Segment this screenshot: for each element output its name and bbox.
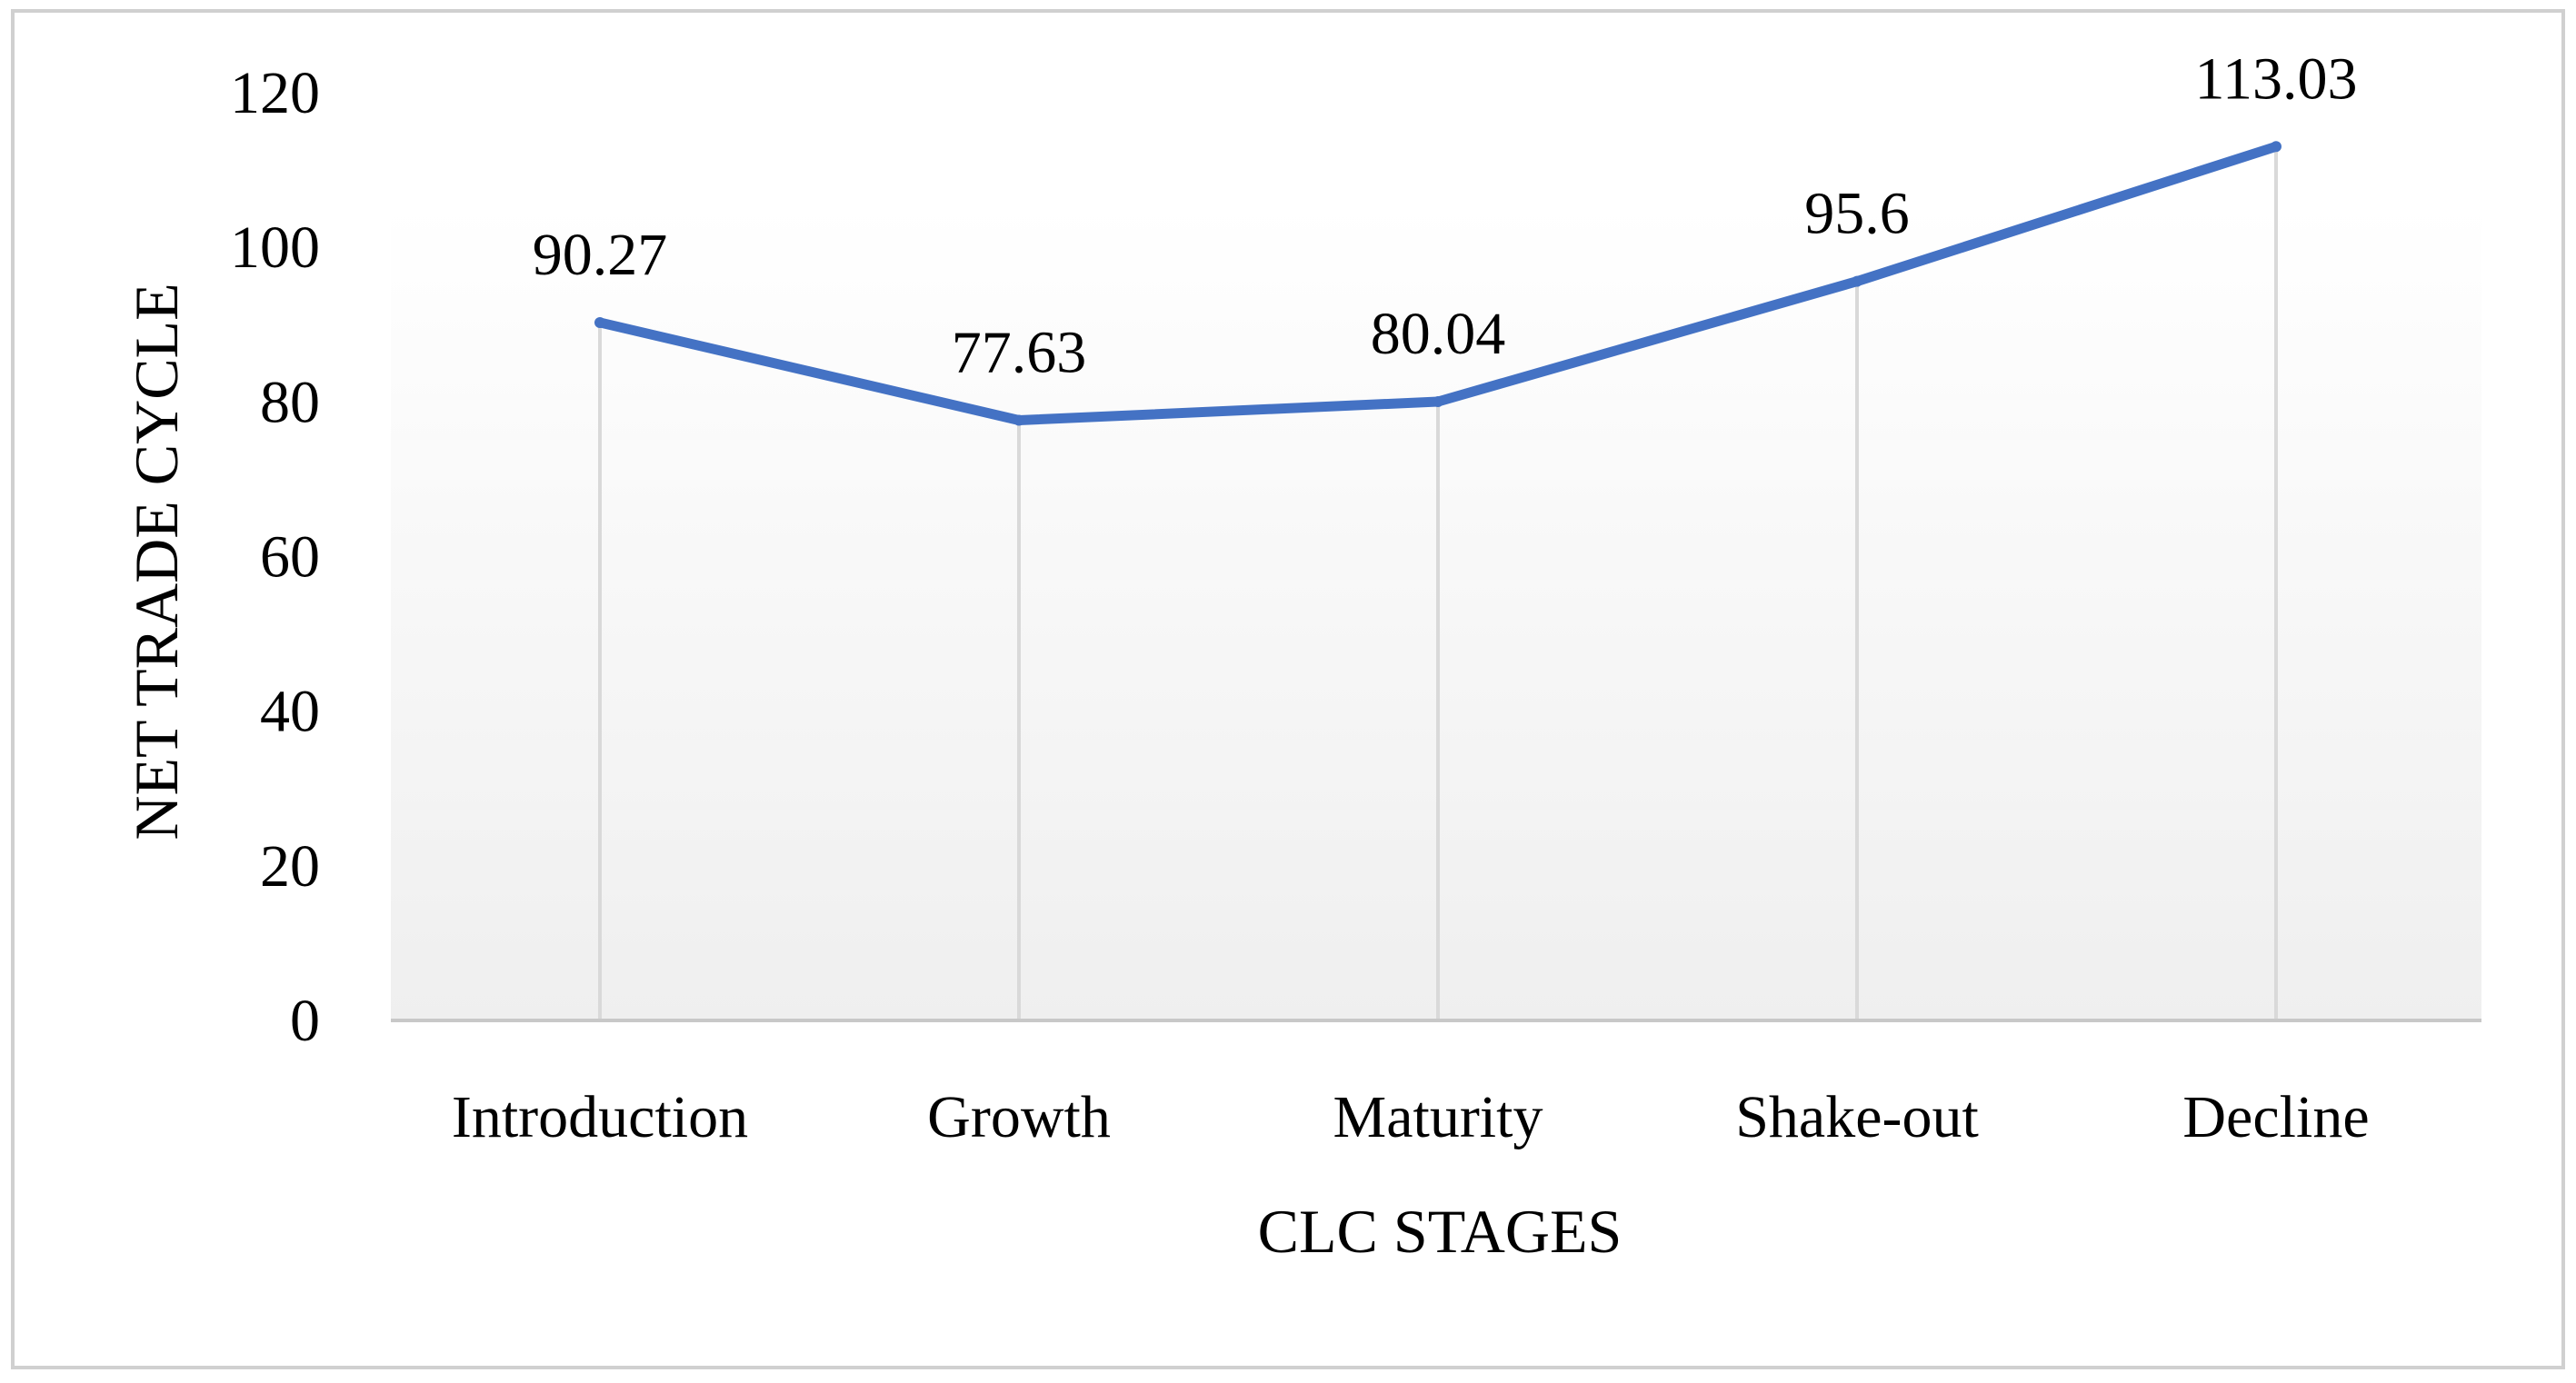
y-axis-title: NET TRADE CYCLE	[122, 283, 191, 840]
data-label: 77.63	[952, 319, 1087, 385]
y-tick-label: 0	[290, 988, 320, 1054]
x-axis-categories: Introduction Growth Maturity Shake-out Decli…	[452, 1084, 2370, 1150]
y-tick-label: 60	[260, 524, 320, 591]
data-point	[1433, 395, 1443, 407]
data-point	[1013, 414, 1024, 426]
data-label: 113.03	[2194, 45, 2357, 112]
data-label: 95.6	[1804, 181, 1910, 247]
x-axis-title: CLC STAGES	[1258, 1197, 1622, 1266]
y-tick-label: 120	[230, 60, 320, 126]
y-tick-label: 80	[260, 369, 320, 435]
x-category-label: Shake-out	[1735, 1084, 1979, 1150]
x-category-label: Maturity	[1333, 1084, 1543, 1150]
x-category-label: Introduction	[452, 1084, 748, 1150]
data-point	[2271, 141, 2281, 153]
data-point	[594, 316, 605, 328]
y-tick-label: 20	[260, 833, 320, 900]
data-point	[1852, 275, 1862, 287]
data-labels: 90.27 77.63 80.04 95.6 113.03	[533, 45, 2358, 385]
x-category-label: Growth	[927, 1084, 1111, 1150]
data-label: 90.27	[533, 222, 668, 288]
y-axis-ticks: 0 20 40 60 80 100 120	[230, 60, 320, 1054]
y-tick-label: 40	[260, 679, 320, 745]
x-category-label: Decline	[2182, 1084, 2369, 1150]
y-tick-label: 100	[230, 214, 320, 281]
series-points	[594, 141, 2281, 426]
drop-lines	[598, 146, 2278, 1020]
data-label: 80.04	[1371, 301, 1506, 367]
